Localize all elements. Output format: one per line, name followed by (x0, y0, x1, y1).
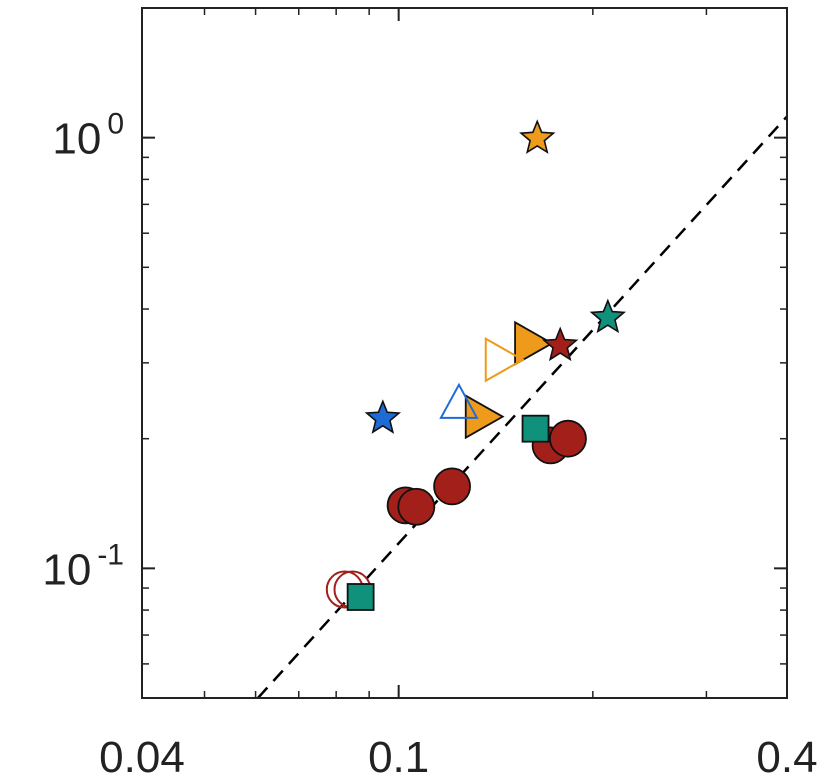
circle-marker (433, 467, 471, 506)
star-marker (589, 298, 627, 334)
triangle-right-marker (514, 320, 554, 366)
square-marker (521, 414, 550, 443)
data-points (325, 119, 627, 611)
triangle-right-marker (464, 394, 505, 440)
x-tick-label: 0.1 (368, 733, 429, 782)
circle-marker (549, 419, 587, 458)
square-marker (346, 583, 375, 611)
y-tick-label: 10 -1 (42, 538, 124, 594)
triangle-right-marker (484, 337, 525, 383)
star-marker (541, 326, 579, 362)
plot-background (142, 8, 787, 698)
star-marker (364, 399, 402, 434)
x-tick-label: 0.4 (756, 733, 817, 782)
reference-dashed-line (256, 115, 788, 699)
plot-frame (141, 7, 788, 699)
y-tick-label: 10 0 (52, 108, 124, 164)
star-marker (519, 119, 556, 154)
x-tick-label: 0.04 (99, 733, 185, 782)
circle-marker (397, 487, 436, 526)
triangle-up-marker (439, 382, 479, 419)
